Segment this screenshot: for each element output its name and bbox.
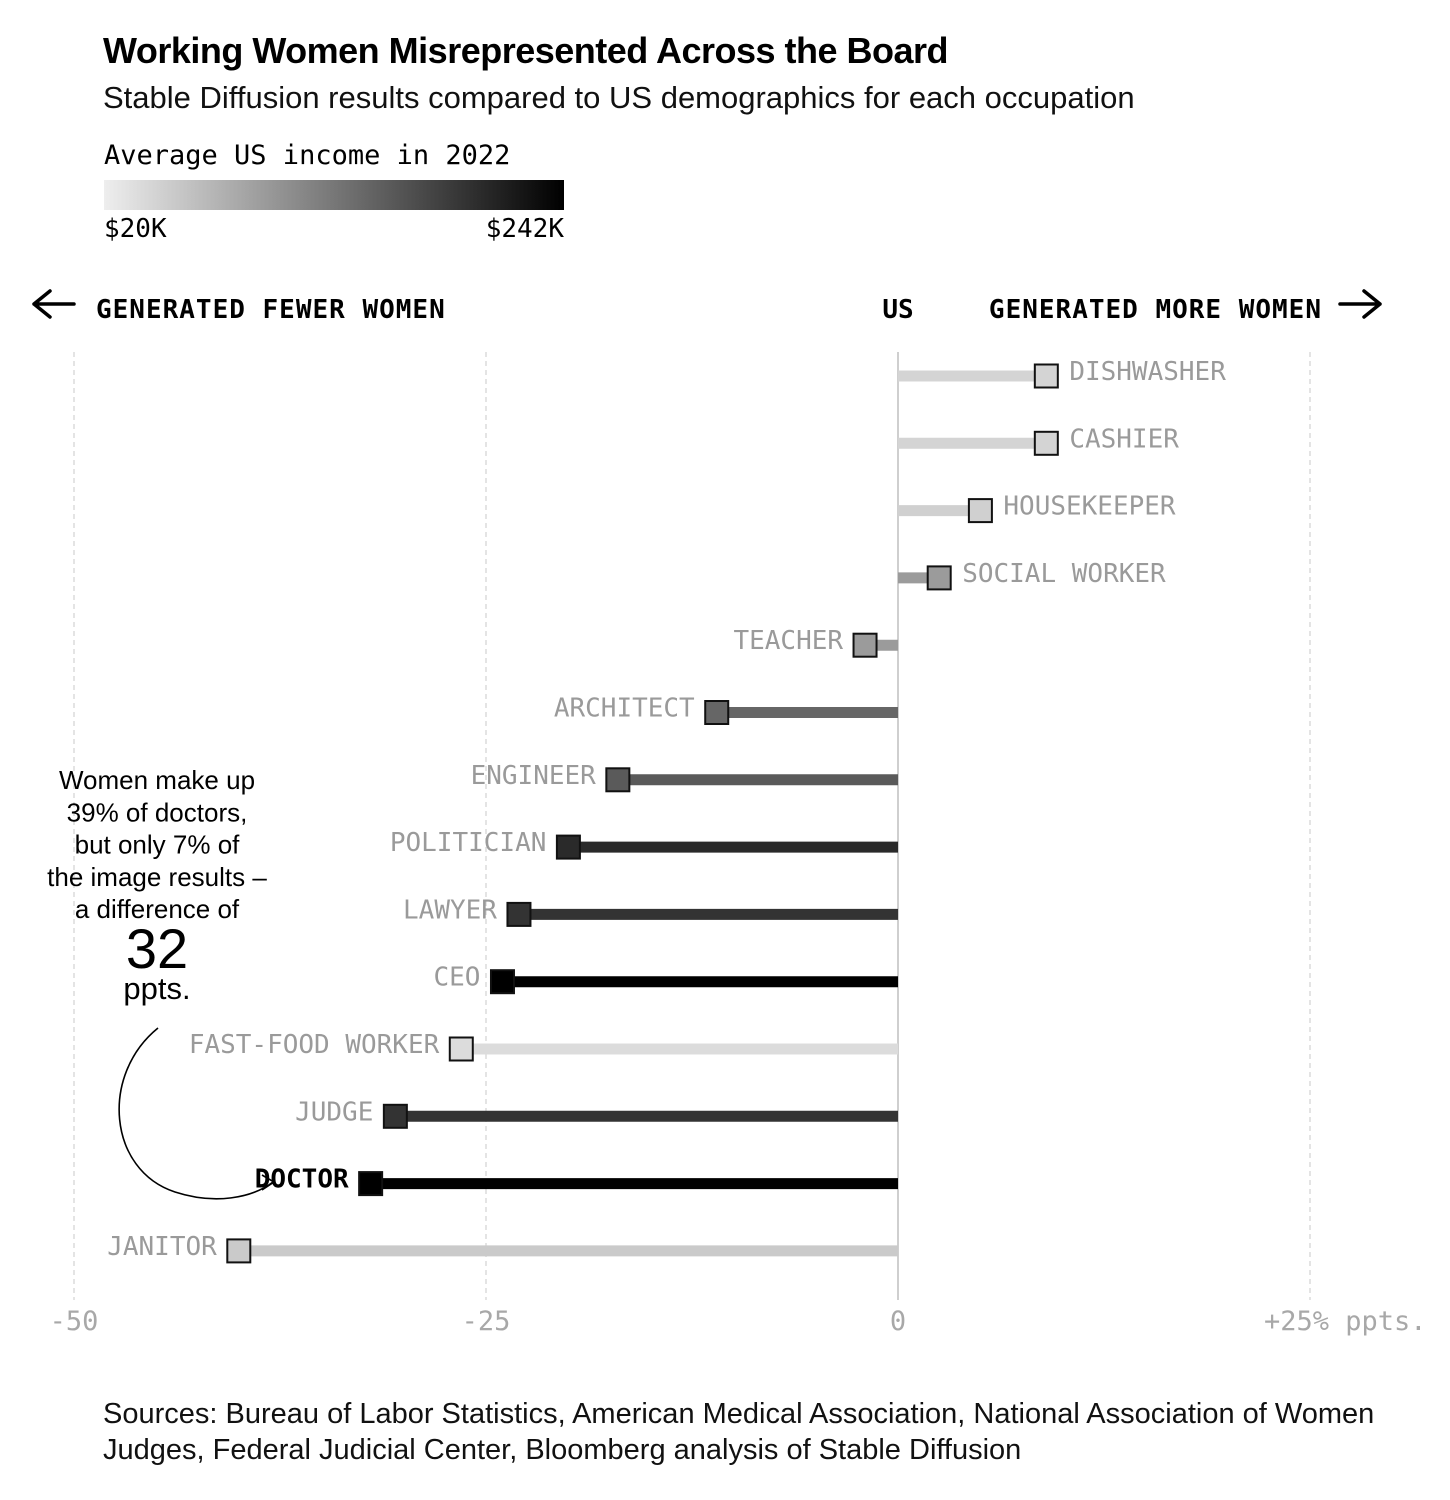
annotation-connector — [118, 1027, 274, 1200]
x-tick-label: -25 — [462, 1306, 511, 1337]
bar-label: ENGINEER — [471, 761, 597, 791]
legend-min-label: $20K — [104, 214, 167, 244]
bar-label: JUDGE — [295, 1097, 373, 1127]
bar-label: CEO — [434, 963, 481, 993]
bar-label: HOUSEKEEPER — [1003, 492, 1176, 522]
bar-label: SOCIAL WORKER — [962, 559, 1166, 589]
annotation-line: but only 7% of — [75, 830, 241, 860]
arrow-left-icon — [32, 289, 76, 319]
annotation-line: 39% of doctors, — [67, 797, 248, 827]
legend-gradient-bar — [104, 180, 564, 210]
bar-label: DISHWASHER — [1069, 357, 1226, 387]
bar-marker — [489, 969, 515, 995]
annotation-line: the image results – — [47, 862, 267, 892]
bar-marker — [555, 834, 581, 860]
annotation-big-number: 32 — [126, 917, 188, 980]
x-tick-label: -50 — [50, 1306, 99, 1337]
direction-label-right: GENERATED MORE WOMEN — [989, 295, 1322, 325]
annotation-line: Women make up — [59, 765, 255, 795]
bar-label: LAWYER — [403, 895, 497, 925]
bar-marker — [226, 1238, 252, 1264]
bar-label: JANITOR — [107, 1232, 217, 1262]
bar-label: FAST-FOOD WORKER — [189, 1030, 440, 1060]
bar-marker — [926, 565, 952, 591]
bar-marker — [382, 1103, 408, 1129]
bar-label: TEACHER — [733, 626, 843, 656]
bar-marker — [605, 767, 631, 793]
direction-label-center: US — [882, 295, 913, 325]
direction-label-left: GENERATED FEWER WOMEN — [96, 295, 446, 325]
x-tick-label: +25% ppts. — [1264, 1306, 1427, 1337]
chart-subtitle: Stable Diffusion results compared to US … — [103, 80, 1135, 115]
chart-title: Working Women Misrepresented Across the … — [103, 30, 949, 71]
annotation-arrowhead-icon — [261, 1174, 276, 1191]
bar-label: POLITICIAN — [390, 828, 547, 858]
bar-marker — [1033, 363, 1059, 389]
bar-marker — [704, 700, 730, 725]
chart-canvas: -50 -25 0 +25% ppts. DISHWASHER CASHIER HOUSE… — [32, 289, 1427, 1337]
bar-marker — [506, 901, 532, 927]
sources-note: Sources: Bureau of Labor Statistics, Ame… — [103, 1398, 1375, 1466]
bar-marker — [852, 632, 878, 658]
bar-marker — [967, 498, 993, 524]
annotation-unit: ppts. — [123, 971, 190, 1006]
bar-marker — [448, 1036, 474, 1062]
arrow-right-icon — [1338, 289, 1382, 319]
x-tick-label: 0 — [890, 1306, 906, 1337]
bar-marker — [1033, 430, 1059, 456]
bar-label: CASHIER — [1069, 424, 1179, 454]
legend-title: Average US income in 2022 — [104, 140, 511, 171]
bar-marker — [358, 1171, 384, 1197]
bar-label: ARCHITECT — [554, 694, 695, 724]
annotation-line: a difference of — [75, 894, 240, 924]
legend-max-label: $242K — [485, 214, 564, 244]
